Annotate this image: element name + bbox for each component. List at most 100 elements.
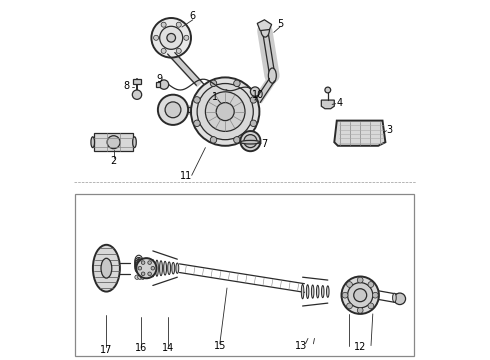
Circle shape <box>151 266 155 270</box>
Text: 1: 1 <box>213 92 219 102</box>
Circle shape <box>357 307 363 313</box>
Text: 8: 8 <box>123 81 129 91</box>
Circle shape <box>191 77 259 146</box>
Circle shape <box>161 48 166 53</box>
Ellipse shape <box>168 262 171 275</box>
Circle shape <box>347 283 373 308</box>
Circle shape <box>138 266 142 270</box>
Bar <box>75 194 414 356</box>
Circle shape <box>148 272 151 276</box>
Circle shape <box>216 103 234 121</box>
Polygon shape <box>257 20 271 31</box>
Circle shape <box>194 96 200 103</box>
Text: 11: 11 <box>179 171 192 181</box>
Circle shape <box>372 292 378 298</box>
Circle shape <box>194 120 200 127</box>
Text: 6: 6 <box>190 11 196 21</box>
Ellipse shape <box>269 68 276 83</box>
Ellipse shape <box>392 293 396 302</box>
Circle shape <box>136 258 156 278</box>
Ellipse shape <box>160 261 163 276</box>
Text: 10: 10 <box>251 90 264 100</box>
Circle shape <box>141 275 145 279</box>
Circle shape <box>346 303 352 309</box>
Text: 13: 13 <box>294 341 307 351</box>
Circle shape <box>240 131 261 151</box>
Ellipse shape <box>164 261 167 275</box>
Circle shape <box>151 18 191 58</box>
Circle shape <box>132 90 142 99</box>
Ellipse shape <box>321 285 324 298</box>
Ellipse shape <box>137 261 141 266</box>
Circle shape <box>357 277 363 283</box>
Polygon shape <box>321 100 334 109</box>
Circle shape <box>250 96 257 103</box>
Ellipse shape <box>133 137 136 148</box>
Text: 12: 12 <box>354 342 367 352</box>
Polygon shape <box>156 82 160 87</box>
Text: 2: 2 <box>110 156 117 166</box>
Circle shape <box>159 80 169 89</box>
Text: 4: 4 <box>336 98 343 108</box>
Circle shape <box>167 33 175 42</box>
Text: 7: 7 <box>262 139 268 149</box>
Ellipse shape <box>261 22 270 37</box>
Circle shape <box>176 22 181 27</box>
Text: 15: 15 <box>214 341 226 351</box>
Ellipse shape <box>176 263 179 273</box>
Circle shape <box>210 137 217 143</box>
Text: 16: 16 <box>134 343 147 354</box>
Ellipse shape <box>306 285 309 298</box>
Text: 14: 14 <box>162 343 174 354</box>
Circle shape <box>210 80 217 86</box>
Text: 9: 9 <box>156 74 162 84</box>
Circle shape <box>346 282 352 287</box>
Circle shape <box>176 48 181 53</box>
Ellipse shape <box>151 260 154 277</box>
Polygon shape <box>133 79 141 84</box>
Circle shape <box>197 84 253 140</box>
Polygon shape <box>334 121 386 146</box>
Circle shape <box>141 272 145 276</box>
Circle shape <box>158 95 188 125</box>
Circle shape <box>325 87 331 93</box>
Circle shape <box>153 35 159 40</box>
Ellipse shape <box>155 260 158 276</box>
Circle shape <box>161 22 166 27</box>
Ellipse shape <box>93 245 120 292</box>
Circle shape <box>160 26 183 49</box>
Ellipse shape <box>317 285 319 298</box>
Circle shape <box>107 136 120 149</box>
Polygon shape <box>94 133 133 151</box>
Circle shape <box>184 35 189 40</box>
Ellipse shape <box>137 263 141 268</box>
Text: 17: 17 <box>100 345 113 355</box>
Text: 3: 3 <box>386 125 392 135</box>
Circle shape <box>368 282 374 287</box>
Circle shape <box>250 120 257 127</box>
Ellipse shape <box>240 140 261 144</box>
Circle shape <box>234 80 240 86</box>
Circle shape <box>234 137 240 143</box>
Circle shape <box>244 135 257 148</box>
Circle shape <box>394 293 406 305</box>
Circle shape <box>250 87 260 96</box>
Ellipse shape <box>312 285 314 298</box>
Ellipse shape <box>91 137 95 148</box>
Ellipse shape <box>301 284 304 299</box>
Ellipse shape <box>137 265 141 270</box>
Ellipse shape <box>101 258 112 278</box>
Circle shape <box>342 276 379 314</box>
Circle shape <box>368 303 374 309</box>
Circle shape <box>141 261 145 264</box>
Circle shape <box>354 289 367 302</box>
Ellipse shape <box>172 262 174 274</box>
Circle shape <box>342 292 348 298</box>
Circle shape <box>148 261 151 264</box>
Ellipse shape <box>137 258 141 264</box>
Text: 5: 5 <box>277 19 283 30</box>
Circle shape <box>165 102 181 118</box>
Ellipse shape <box>326 286 329 297</box>
Circle shape <box>135 275 139 279</box>
Circle shape <box>205 92 245 131</box>
